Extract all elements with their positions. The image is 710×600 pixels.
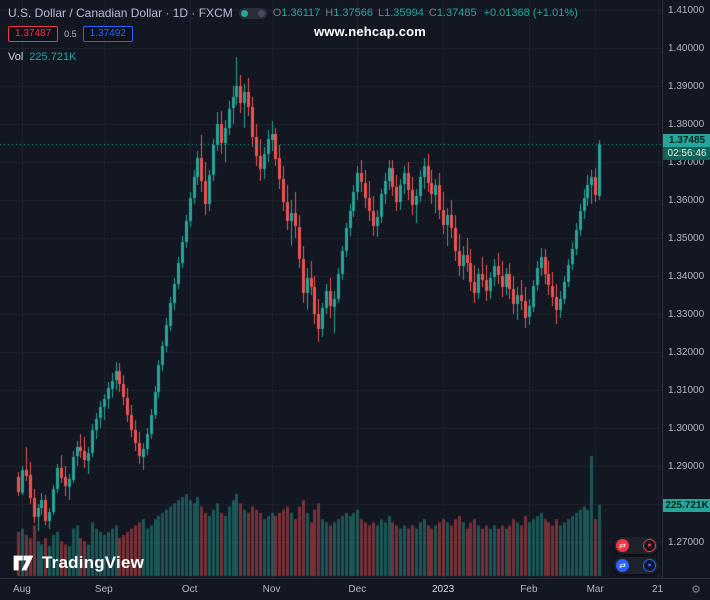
time-axis-label: 2023: [431, 584, 455, 595]
sell-transfer-arrows-icon: ⇄: [616, 539, 629, 552]
time-axis-label: Aug: [12, 584, 31, 595]
open-value: 1.36117: [281, 6, 321, 19]
close-value: 1.37485: [436, 6, 477, 19]
time-axis-label: Feb: [520, 584, 538, 595]
price-axis-label: 1.29000: [668, 461, 705, 472]
status-dot-green-icon: [240, 9, 248, 17]
high-value: 1.37566: [333, 6, 373, 19]
status-dot-dark-icon: [257, 9, 265, 17]
time-axis-label: Mar: [586, 584, 604, 595]
tradingview-logo-icon: [13, 555, 34, 571]
symbol-legend: U.S. Dollar / Canadian Dollar · 1D · FXC…: [8, 5, 578, 64]
low-label: L: [377, 6, 385, 19]
buy-secondary-icon: ●: [643, 559, 656, 572]
buy-trade-button[interactable]: ⇄ ●: [614, 557, 658, 574]
tradingview-logo[interactable]: TradingView: [12, 553, 144, 573]
ohlc-readout: O1.36117 H1.37566 L1.35994 C1.37485 +0.0…: [272, 6, 578, 19]
volume-label: Vol: [8, 50, 24, 63]
price-axis-label: 1.32000: [668, 347, 705, 358]
price-axis-label: 1.33000: [668, 309, 705, 320]
volume-axis-badge: 225.721K: [663, 498, 710, 512]
volume-value: 225.721K: [29, 50, 77, 63]
price-axis-label: 1.37000: [668, 157, 705, 168]
price-axis-label: 1.35000: [668, 233, 705, 244]
change-value: +0.01368 (+1.01%): [483, 6, 578, 19]
last-price-badge: 1.37485 02:56:46: [663, 133, 710, 160]
time-axis-label: Oct: [181, 584, 198, 595]
time-axis-label: Nov: [262, 584, 281, 595]
tradingview-logo-text: TradingView: [42, 553, 145, 572]
buy-transfer-arrows-icon: ⇄: [616, 559, 629, 572]
high-label: H: [325, 6, 334, 19]
legend-visibility-toggle[interactable]: [238, 7, 267, 19]
watermark: www.nehcap.com: [313, 24, 427, 39]
volume-axis-value: 225.721K: [663, 498, 710, 512]
price-axis-label: 1.34000: [668, 271, 705, 282]
sell-price-button[interactable]: 1.37487: [8, 26, 59, 42]
time-axis-label: Dec: [348, 584, 367, 595]
sell-secondary-icon: ●: [643, 539, 656, 552]
price-axis-label: 1.36000: [668, 195, 705, 206]
price-axis-label: 1.40000: [668, 43, 705, 54]
time-axis-gear-icon[interactable]: ⚙: [691, 584, 701, 596]
price-axis-label: 1.39000: [668, 81, 705, 92]
symbol-title[interactable]: U.S. Dollar / Canadian Dollar · 1D · FXC…: [8, 6, 233, 20]
price-axis-label: 1.31000: [668, 385, 705, 396]
time-axis-label: 21: [652, 584, 664, 595]
floating-trade-buttons: ⇄ ● ⇄ ●: [614, 537, 658, 574]
time-axis-label: Sep: [94, 584, 113, 595]
time-axis[interactable]: ⚙ Aug Sep Oct Nov Dec 2023 Feb Mar 21: [0, 578, 710, 600]
price-axis-label: 1.41000: [668, 5, 705, 16]
spread-value: 0.5: [64, 28, 77, 39]
open-label: O: [272, 6, 282, 19]
close-label: C: [428, 6, 437, 19]
price-axis-label: 1.30000: [668, 423, 705, 434]
price-axis[interactable]: 1.37485 02:56:46 225.721K 1.41000 1.40000…: [662, 0, 710, 579]
last-price-value: 1.37485: [663, 133, 710, 147]
low-value: 1.35994: [384, 6, 424, 19]
price-axis-label: 1.27000: [668, 537, 705, 548]
buy-price-button[interactable]: 1.37492: [82, 26, 133, 42]
sell-trade-button[interactable]: ⇄ ●: [614, 537, 658, 554]
price-axis-label: 1.38000: [668, 119, 705, 130]
countdown-timer: 02:56:46: [663, 146, 710, 160]
